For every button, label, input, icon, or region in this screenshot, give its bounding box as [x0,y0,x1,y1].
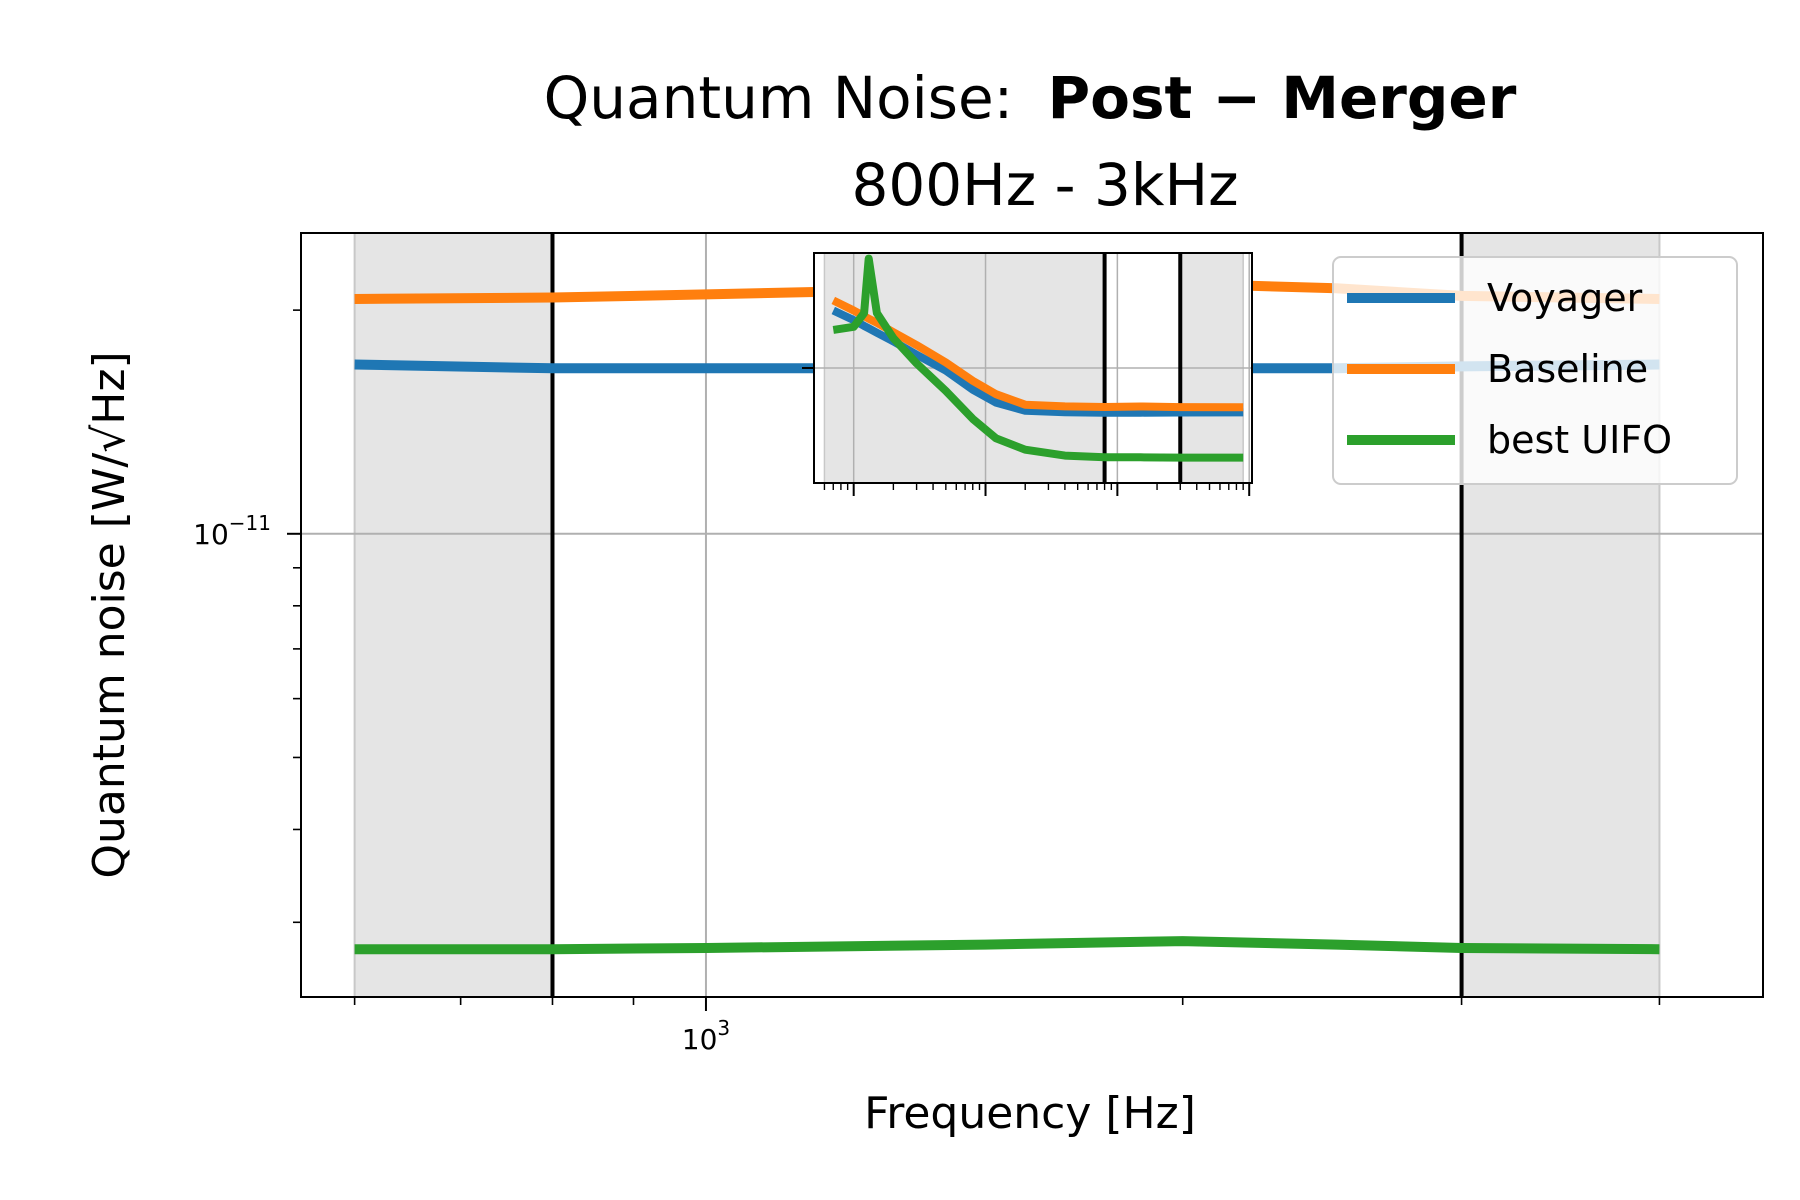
main-grid [301,233,1763,997]
chart-title-bold: Post − Merger [1048,64,1517,132]
legend-label-baseline: Baseline [1487,347,1648,391]
plot-frame [300,232,1764,998]
inset-series-line-best-uifo [832,254,1244,462]
x-tick-label: 103 [682,1016,730,1056]
series-line-best-uifo [354,936,1660,955]
legend-label-voyager: Voyager [1487,276,1643,320]
chart-title: Quantum Noise: Post − Merger [544,64,1517,132]
chart-title-regular: Quantum Noise: [544,64,1014,132]
x-axis-label: Frequency [Hz] [864,1088,1196,1139]
inset-series [831,254,1244,462]
y-tick-label: 10−11 [193,511,271,551]
y-axis-label: Quantum noise [W/√Hz] [84,351,135,878]
inset-vertical-lines [1102,253,1183,483]
legend-label-best-uifo: best UIFO [1487,418,1672,462]
inset-series-line-voyager [831,306,1244,417]
legend-box [1332,256,1738,485]
legend: Voyager Baseline best UIFO [1332,256,1738,485]
inset-series-line-baseline [831,296,1244,412]
inset-chart [802,252,1253,496]
inset-ticks [802,367,1251,496]
chart-subtitle: 800Hz - 3kHz [851,151,1238,219]
main-ticks: 103 10−11 [193,309,1661,1056]
shaded-band-0 [353,232,554,998]
